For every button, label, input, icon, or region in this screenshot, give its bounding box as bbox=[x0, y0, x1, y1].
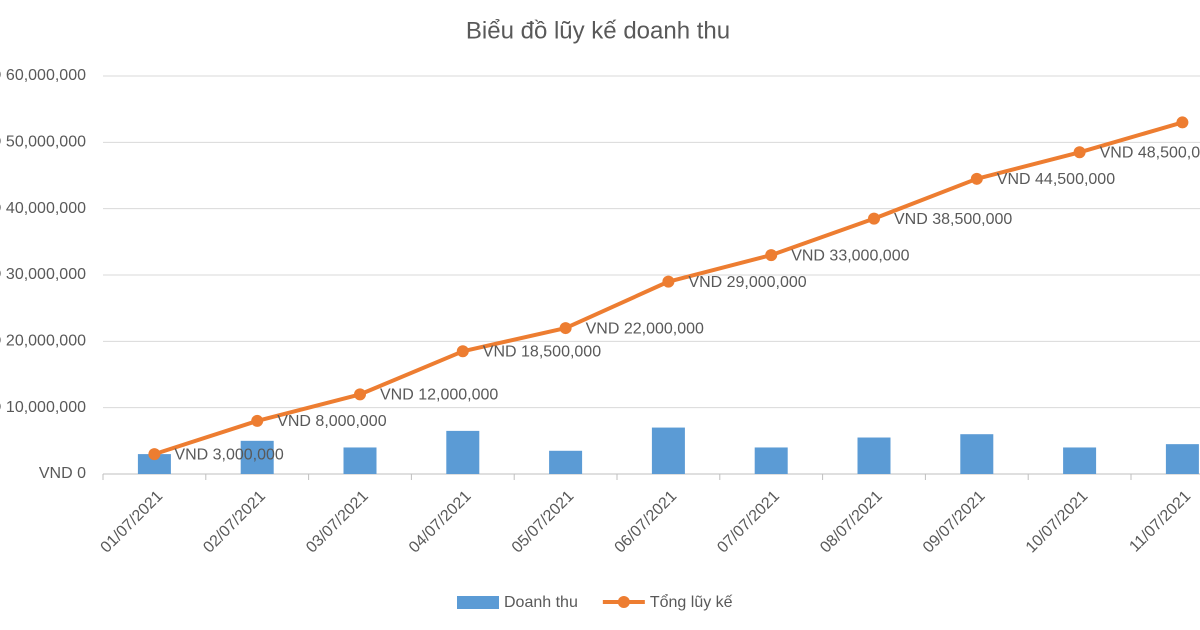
data-label: VND 12,000,000 bbox=[380, 387, 498, 404]
y-tick-label: VND 0 bbox=[39, 465, 86, 482]
x-tick-label: 09/07/2021 bbox=[920, 488, 989, 557]
data-label: VND 48,500,000 bbox=[1100, 145, 1200, 162]
data-label: VND 22,000,000 bbox=[586, 320, 704, 337]
x-tick-label: 06/07/2021 bbox=[612, 488, 681, 557]
x-tick-label: 01/07/2021 bbox=[98, 488, 167, 557]
data-label: VND 3,000,000 bbox=[174, 446, 284, 463]
y-tick-label: VND 50,000,000 bbox=[0, 134, 86, 151]
marker bbox=[559, 322, 572, 335]
data-label: VND 33,000,000 bbox=[791, 247, 909, 264]
marker bbox=[765, 249, 778, 262]
x-tick-label: 08/07/2021 bbox=[817, 488, 886, 557]
x-tick-label: 02/07/2021 bbox=[200, 488, 269, 557]
x-tick-label: 04/07/2021 bbox=[406, 488, 475, 557]
bar bbox=[857, 437, 891, 474]
x-tick-label: 11/07/2021 bbox=[1126, 488, 1194, 556]
bar bbox=[754, 447, 788, 474]
x-tick-label: 10/07/2021 bbox=[1023, 488, 1092, 557]
bar bbox=[960, 434, 994, 474]
bar bbox=[137, 454, 171, 474]
marker bbox=[1176, 116, 1189, 129]
chart-title: Biểu đồ lũy kế doanh thu bbox=[466, 17, 730, 44]
x-tick-label: 07/07/2021 bbox=[714, 488, 783, 557]
y-tick-label: VND 10,000,000 bbox=[0, 399, 86, 416]
marker bbox=[456, 345, 469, 358]
bar bbox=[1165, 444, 1199, 474]
y-tick-label: VND 30,000,000 bbox=[0, 266, 86, 283]
data-label: VND 29,000,000 bbox=[688, 274, 806, 291]
legend-swatch bbox=[617, 596, 630, 608]
y-tick-label: VND 20,000,000 bbox=[0, 333, 86, 350]
legend-label: Doanh thu bbox=[504, 594, 578, 611]
bar bbox=[1063, 447, 1097, 474]
data-label: VND 8,000,000 bbox=[277, 413, 387, 430]
bar bbox=[549, 450, 583, 474]
bar bbox=[446, 430, 480, 474]
bar bbox=[240, 440, 274, 474]
marker bbox=[354, 388, 366, 401]
data-label: VND 44,500,000 bbox=[997, 171, 1115, 188]
bar bbox=[343, 447, 377, 474]
marker bbox=[148, 448, 161, 461]
y-tick-label: VND 40,000,000 bbox=[0, 200, 86, 217]
marker bbox=[662, 275, 675, 288]
bar bbox=[651, 427, 685, 474]
legend-label: Tổng lũy kế bbox=[650, 593, 733, 611]
x-tick-label: 05/07/2021 bbox=[509, 488, 578, 557]
marker bbox=[970, 172, 983, 185]
y-tick-label: VND 60,000,000 bbox=[0, 67, 86, 84]
data-label: VND 38,500,000 bbox=[894, 211, 1012, 228]
x-tick-label: 03/07/2021 bbox=[303, 488, 372, 557]
marker bbox=[1073, 146, 1086, 159]
data-label: VND 18,500,000 bbox=[483, 344, 601, 361]
legend-swatch bbox=[457, 596, 499, 609]
marker bbox=[868, 212, 880, 225]
marker bbox=[251, 414, 264, 427]
